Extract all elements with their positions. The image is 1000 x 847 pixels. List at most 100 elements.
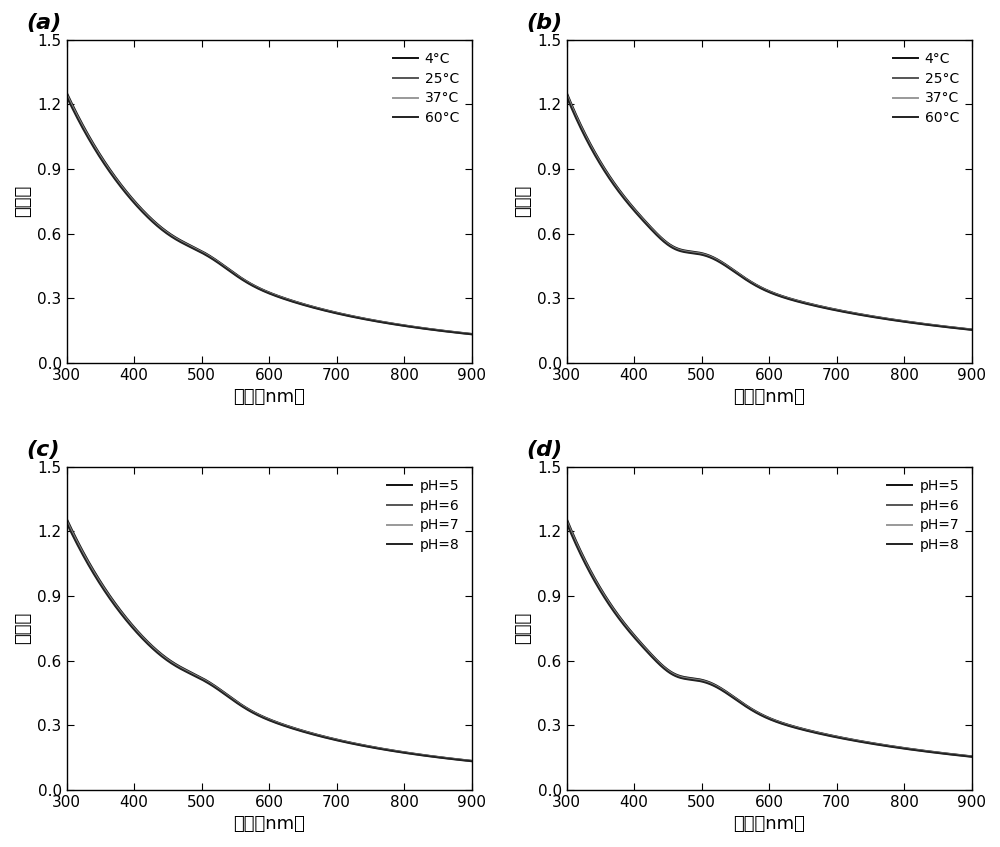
pH=7 [331, 735, 343, 745]
Line: pH=5: pH=5 [567, 518, 972, 756]
37°C [244, 279, 256, 289]
pH=6 [966, 751, 978, 761]
37°C [61, 90, 73, 100]
25°C [331, 308, 343, 318]
4°C [632, 208, 644, 219]
pH=6 [331, 734, 343, 745]
60°C [966, 324, 978, 335]
pH=5 [866, 738, 878, 748]
X-axis label: 波长（nm）: 波长（nm） [733, 815, 805, 833]
25°C [665, 241, 677, 251]
60°C [665, 241, 677, 252]
X-axis label: 波长（nm）: 波长（nm） [233, 815, 305, 833]
Line: pH=5: pH=5 [67, 518, 472, 761]
Y-axis label: 吸收値: 吸收値 [14, 185, 32, 218]
60°C [744, 277, 756, 287]
37°C [132, 202, 144, 212]
37°C [299, 300, 311, 310]
25°C [61, 89, 73, 99]
37°C [799, 298, 811, 308]
37°C [665, 241, 677, 252]
Line: pH=6: pH=6 [67, 520, 472, 761]
pH=5 [244, 705, 256, 715]
Line: pH=6: pH=6 [567, 520, 972, 756]
37°C [831, 305, 843, 315]
Line: pH=7: pH=7 [567, 522, 972, 756]
25°C [632, 209, 644, 219]
pH=8 [132, 629, 144, 639]
pH=8 [831, 733, 843, 743]
pH=8 [744, 704, 756, 714]
pH=7 [831, 732, 843, 742]
Line: pH=7: pH=7 [67, 522, 472, 761]
pH=5 [799, 724, 811, 734]
pH=7 [165, 657, 177, 667]
pH=6 [866, 738, 878, 748]
60°C [299, 301, 311, 311]
pH=7 [366, 742, 378, 752]
Line: 60°C: 60°C [567, 97, 972, 329]
pH=5 [132, 627, 144, 637]
pH=7 [61, 517, 73, 527]
25°C [299, 300, 311, 310]
pH=6 [665, 667, 677, 678]
pH=6 [744, 703, 756, 713]
60°C [866, 312, 878, 322]
Text: (d): (d) [526, 440, 562, 460]
4°C [165, 230, 177, 240]
37°C [744, 277, 756, 287]
pH=6 [132, 628, 144, 638]
Text: (b): (b) [526, 14, 562, 33]
37°C [331, 308, 343, 318]
60°C [244, 280, 256, 290]
Legend: pH=5, pH=6, pH=7, pH=8: pH=5, pH=6, pH=7, pH=8 [882, 473, 965, 557]
4°C [244, 278, 256, 288]
pH=8 [366, 742, 378, 752]
4°C [744, 276, 756, 286]
4°C [561, 87, 573, 97]
pH=5 [331, 734, 343, 745]
X-axis label: 波长（nm）: 波长（nm） [233, 388, 305, 407]
4°C [331, 307, 343, 318]
Y-axis label: 吸收値: 吸收値 [14, 612, 32, 645]
60°C [799, 298, 811, 308]
4°C [831, 305, 843, 315]
X-axis label: 波长（nm）: 波长（nm） [733, 388, 805, 407]
pH=5 [831, 732, 843, 742]
Line: 37°C: 37°C [567, 95, 972, 329]
25°C [966, 324, 978, 335]
Line: 25°C: 25°C [567, 94, 972, 329]
Line: pH=8: pH=8 [67, 523, 472, 761]
Text: (a): (a) [26, 14, 61, 33]
60°C [61, 91, 73, 102]
25°C [799, 298, 811, 308]
4°C [132, 200, 144, 210]
60°C [561, 91, 573, 102]
pH=6 [632, 635, 644, 645]
Text: (c): (c) [26, 440, 60, 460]
37°C [466, 329, 478, 340]
25°C [244, 279, 256, 289]
Line: 60°C: 60°C [67, 97, 472, 335]
pH=5 [61, 513, 73, 523]
pH=8 [466, 756, 478, 767]
pH=8 [632, 637, 644, 647]
Legend: pH=5, pH=6, pH=7, pH=8: pH=5, pH=6, pH=7, pH=8 [382, 473, 465, 557]
25°C [744, 276, 756, 286]
pH=8 [561, 518, 573, 528]
pH=8 [966, 752, 978, 762]
pH=8 [331, 735, 343, 745]
pH=6 [165, 656, 177, 667]
Line: pH=8: pH=8 [567, 523, 972, 757]
Y-axis label: 吸收値: 吸收値 [514, 612, 532, 645]
pH=6 [299, 727, 311, 737]
25°C [866, 311, 878, 321]
pH=5 [366, 742, 378, 752]
60°C [165, 231, 177, 241]
4°C [466, 329, 478, 339]
25°C [466, 329, 478, 339]
37°C [866, 312, 878, 322]
pH=8 [61, 518, 73, 528]
Line: 37°C: 37°C [67, 95, 472, 335]
4°C [665, 240, 677, 250]
